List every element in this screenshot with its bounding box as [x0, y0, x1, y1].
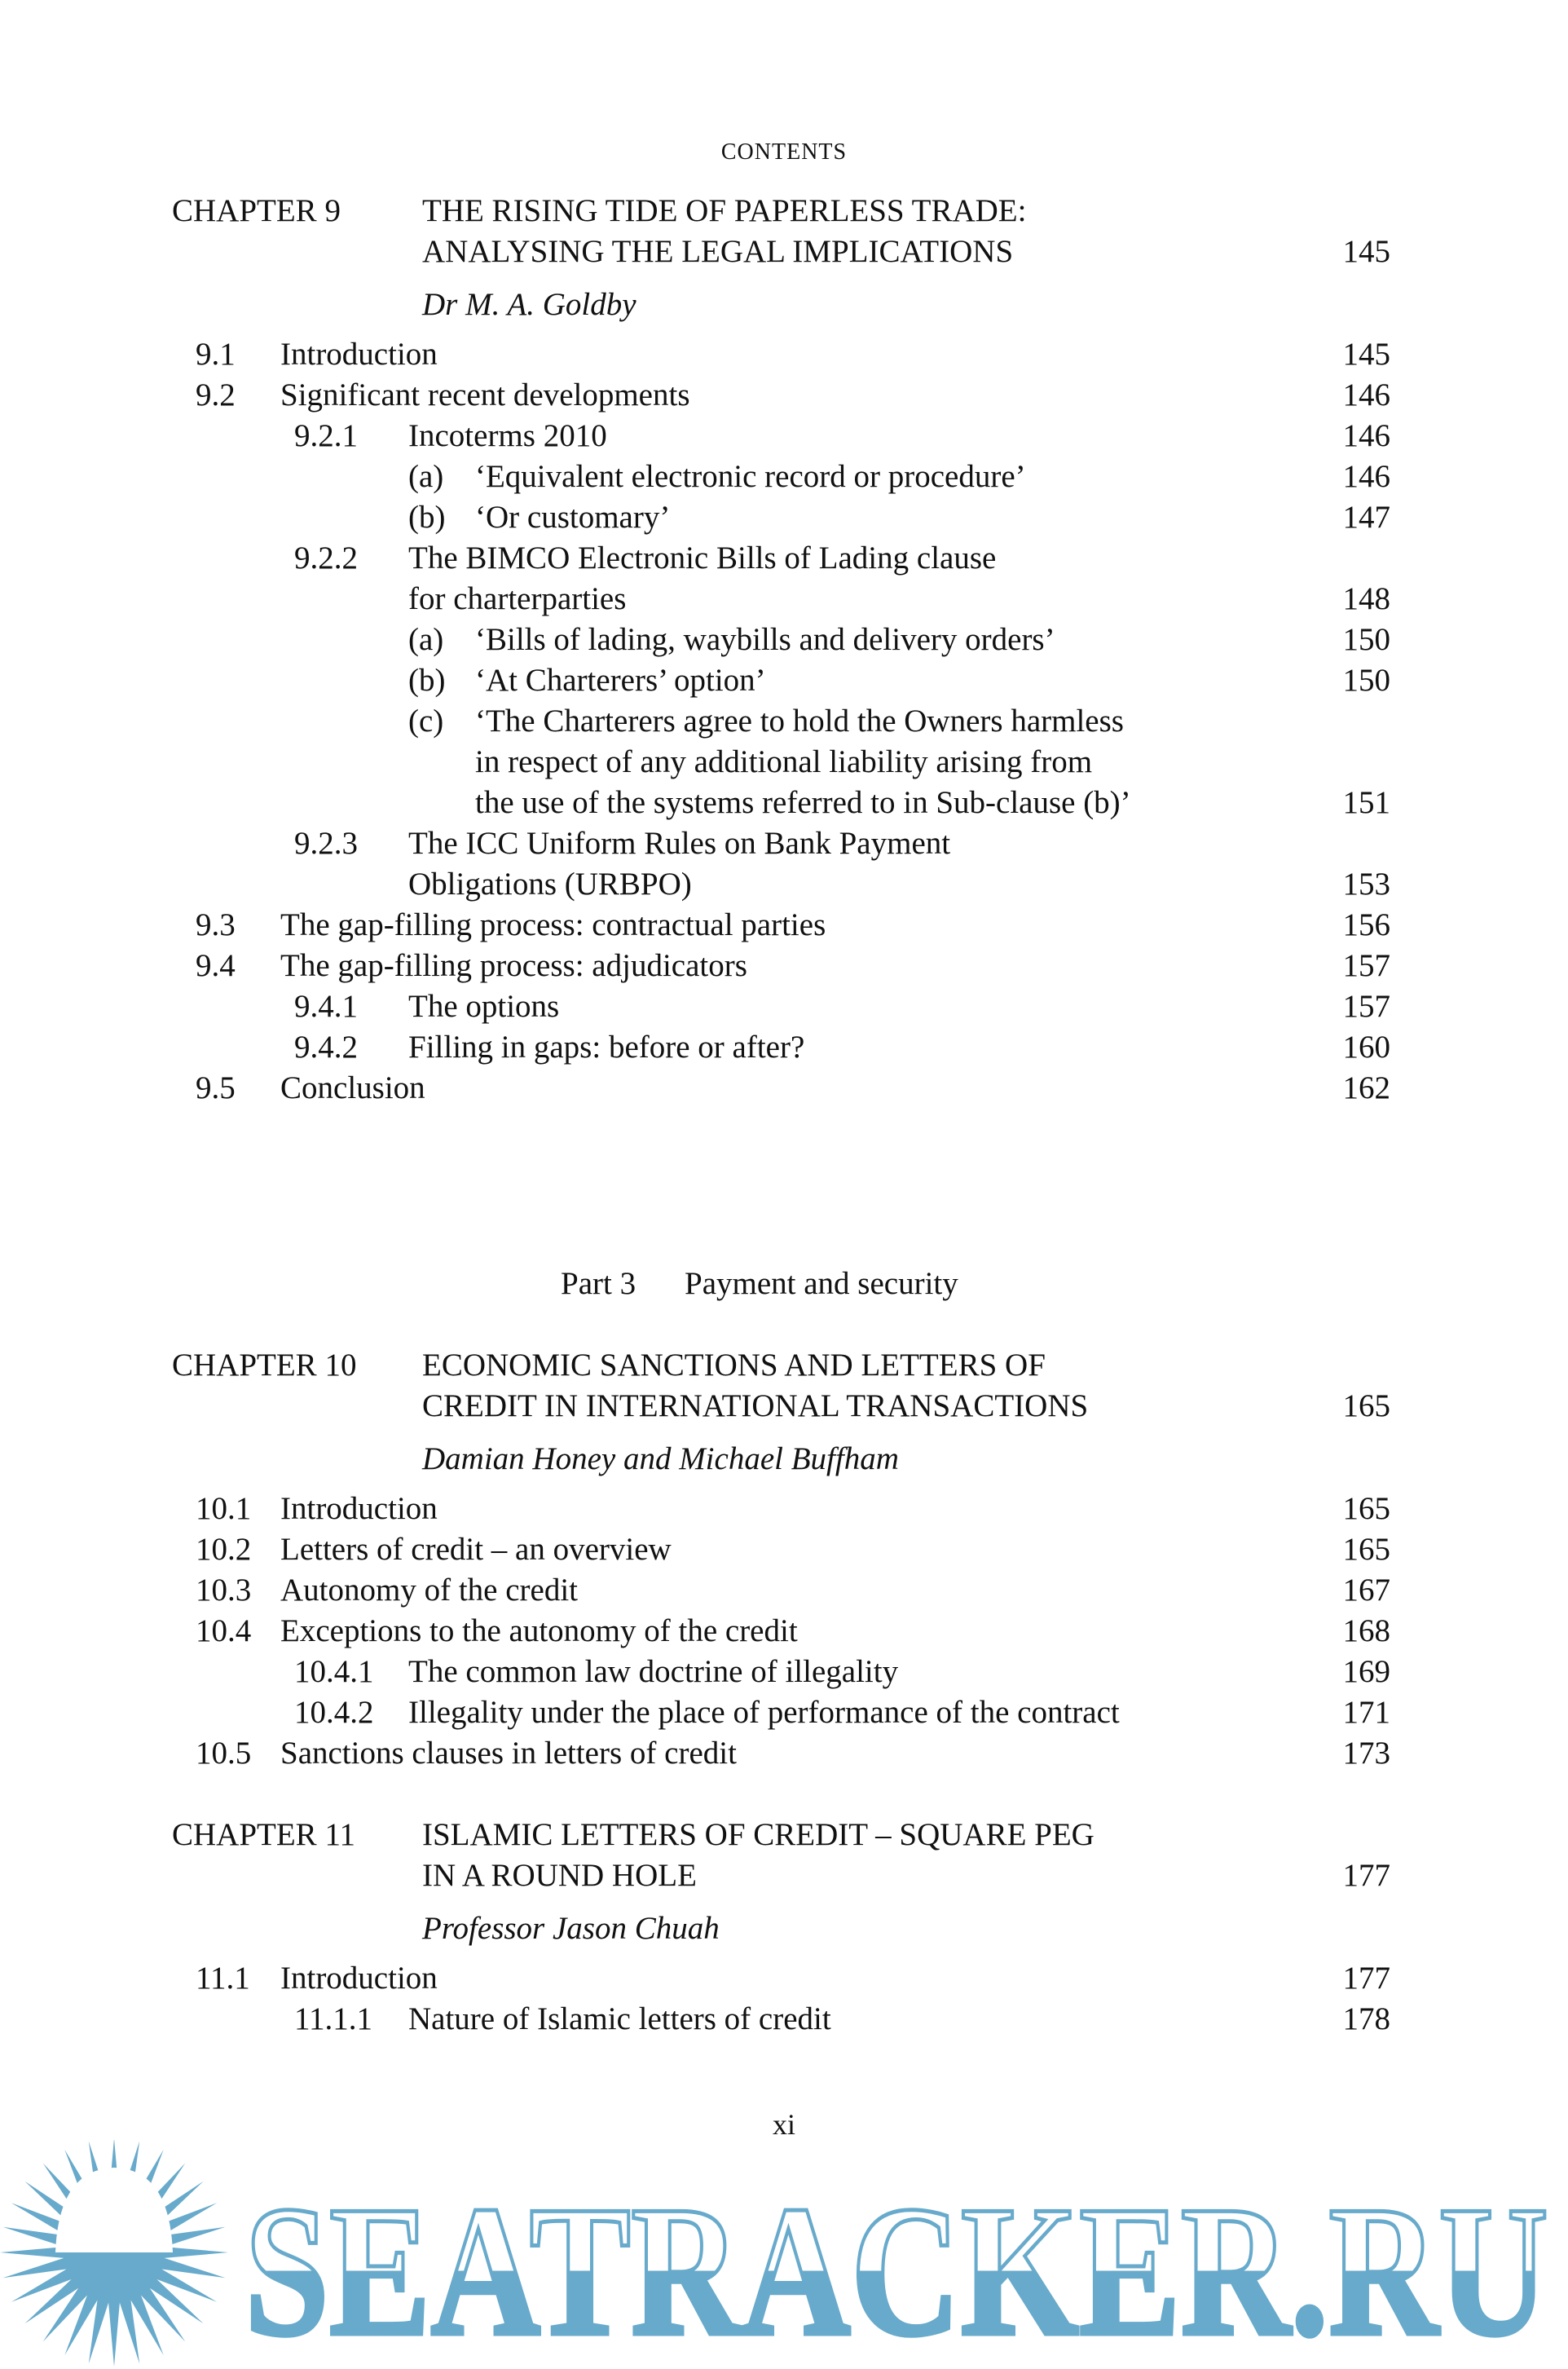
entry-title: for charterparties: [408, 581, 627, 616]
entry-title: The common law doctrine of illegality: [408, 1654, 899, 1689]
entry-number: 10.1: [196, 1491, 252, 1526]
entry-page-number: 146: [1342, 418, 1391, 453]
watermark-text: SEATRACKER.RU: [244, 2167, 1548, 2369]
entry-title: in respect of any additional liability a…: [475, 744, 1093, 779]
entry-title: ‘Or customary’: [475, 500, 671, 535]
chapter-author: Damian Honey and Michael Buffham: [422, 1441, 899, 1476]
entry-number: (a): [408, 622, 444, 657]
entry-number: 11.1: [196, 1961, 250, 1996]
chapter-title: THE RISING TIDE OF PAPERLESS TRADE:: [422, 193, 1027, 228]
entry-title: the use of the systems referred to in Su…: [475, 785, 1131, 820]
entry-number: 9.4: [196, 948, 236, 983]
entry-number: (b): [408, 500, 446, 535]
entry-title: ‘Equivalent electronic record or procedu…: [475, 459, 1026, 494]
entry-title: Conclusion: [280, 1070, 425, 1105]
entry-number: 9.2.3: [294, 826, 358, 861]
chapter-author: Dr M. A. Goldby: [422, 287, 636, 322]
page-number: xi: [772, 2108, 795, 2141]
entry-number: 11.1.1: [294, 2001, 373, 2036]
entry-number: 9.2: [196, 377, 236, 412]
entry-number: (c): [408, 704, 444, 739]
entry-number: 9.2.1: [294, 418, 358, 453]
entry-title: The gap-filling process: adjudicators: [280, 948, 747, 983]
entry-title: Incoterms 2010: [408, 418, 607, 453]
entry-number: (b): [408, 663, 446, 698]
entry-page-number: 169: [1342, 1654, 1391, 1689]
entry-title: The options: [408, 989, 560, 1024]
entry-page-number: 146: [1342, 377, 1391, 412]
entry-page-number: 177: [1342, 1961, 1391, 1996]
chapter-title: IN A ROUND HOLE: [422, 1858, 697, 1893]
chapter-page-number: 165: [1342, 1388, 1391, 1423]
entry-number: 9.2.2: [294, 540, 358, 576]
entry-page-number: 145: [1342, 337, 1391, 372]
entry-title: ‘Bills of lading, waybills and delivery …: [475, 622, 1055, 657]
entry-number: 9.4.2: [294, 1030, 358, 1065]
entry-page-number: 171: [1342, 1695, 1391, 1730]
chapter-page-number: 177: [1342, 1858, 1391, 1893]
entry-title: Autonomy of the credit: [280, 1573, 578, 1608]
entry-title: The BIMCO Electronic Bills of Lading cla…: [408, 540, 997, 576]
chapter-page-number: 145: [1342, 234, 1391, 269]
entry-title: Obligations (URBPO): [408, 867, 692, 902]
entry-page-number: 178: [1342, 2001, 1391, 2036]
entry-number: 10.2: [196, 1532, 252, 1567]
entry-number: 10.5: [196, 1736, 252, 1771]
entry-number: 9.1: [196, 337, 236, 372]
entry-page-number: 165: [1342, 1491, 1391, 1526]
entry-title: The ICC Uniform Rules on Bank Payment: [408, 826, 951, 861]
entry-number: 10.4.1: [294, 1654, 374, 1689]
entry-number: 9.3: [196, 907, 236, 942]
entry-title: ‘At Charterers’ option’: [475, 663, 766, 698]
entry-page-number: 151: [1342, 785, 1391, 820]
entry-page-number: 160: [1342, 1030, 1391, 1065]
chapter-author: Professor Jason Chuah: [422, 1911, 720, 1946]
running-head: CONTENTS: [720, 139, 848, 165]
entry-title: Significant recent developments: [280, 377, 690, 412]
entry-page-number: 168: [1342, 1613, 1391, 1648]
entry-page-number: 157: [1342, 948, 1391, 983]
entry-number: 10.4: [196, 1613, 252, 1648]
entry-title: ‘The Charterers agree to hold the Owners…: [475, 704, 1124, 739]
entry-page-number: 150: [1342, 622, 1391, 657]
chapter-label: CHAPTER 11: [172, 1817, 355, 1852]
entry-title: Sanctions clauses in letters of credit: [280, 1736, 737, 1771]
chapter-title: ISLAMIC LETTERS OF CREDIT – SQUARE PEG: [422, 1817, 1095, 1852]
entry-title: Introduction: [280, 1961, 438, 1996]
entry-number: 10.4.2: [294, 1695, 374, 1730]
chapter-title: ECONOMIC SANCTIONS AND LETTERS OF: [422, 1348, 1046, 1383]
entry-page-number: 167: [1342, 1573, 1391, 1608]
entry-title: Letters of credit – an overview: [280, 1532, 672, 1567]
entry-page-number: 157: [1342, 989, 1391, 1024]
entry-page-number: 165: [1342, 1532, 1391, 1567]
entry-page-number: 153: [1342, 867, 1391, 902]
entry-number: 9.5: [196, 1070, 236, 1105]
entry-title: Nature of Islamic letters of credit: [408, 2001, 831, 2036]
watermark-logo: SEATRACKER.RU: [0, 2140, 1551, 2369]
entry-page-number: 148: [1342, 581, 1391, 616]
sun-icon: [0, 2140, 228, 2367]
part-label: Part 3: [561, 1266, 636, 1301]
entry-page-number: 173: [1342, 1736, 1391, 1771]
entry-title: Exceptions to the autonomy of the credit: [280, 1613, 798, 1648]
entry-title: Introduction: [280, 1491, 438, 1526]
chapter-title: CREDIT IN INTERNATIONAL TRANSACTIONS: [422, 1388, 1089, 1423]
entry-page-number: 146: [1342, 459, 1391, 494]
entry-page-number: 162: [1342, 1070, 1391, 1105]
chapter-label: CHAPTER 10: [172, 1348, 357, 1383]
part-title: Payment and security: [685, 1266, 958, 1301]
entry-page-number: 150: [1342, 663, 1391, 698]
entry-number: 9.4.1: [294, 989, 358, 1024]
entry-title: Illegality under the place of performanc…: [408, 1695, 1120, 1730]
entry-number: (a): [408, 459, 444, 494]
entry-title: Filling in gaps: before or after?: [408, 1030, 805, 1065]
entry-title: Introduction: [280, 337, 438, 372]
chapter-title: ANALYSING THE LEGAL IMPLICATIONS: [422, 234, 1014, 269]
entry-title: The gap-filling process: contractual par…: [280, 907, 826, 942]
chapter-label: CHAPTER 9: [172, 193, 341, 228]
entry-number: 10.3: [196, 1573, 252, 1608]
entry-page-number: 147: [1342, 500, 1391, 535]
entry-page-number: 156: [1342, 907, 1391, 942]
